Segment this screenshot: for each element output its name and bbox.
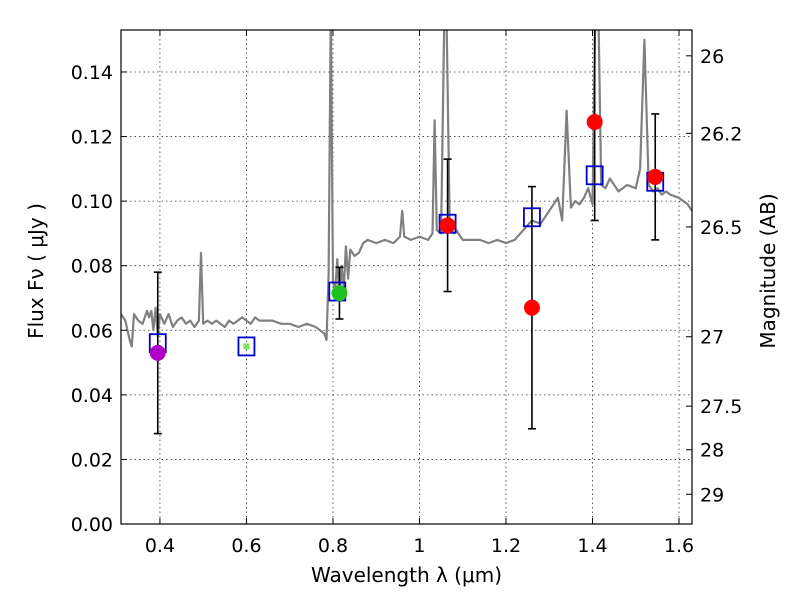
data-point <box>243 343 250 350</box>
data-point <box>439 217 456 234</box>
x-tick-label: 0.8 <box>318 535 348 557</box>
plot-frame <box>120 29 693 525</box>
y-right-tick-label: 29 <box>700 484 724 506</box>
y-tick-label: 0.14 <box>71 62 113 84</box>
model-square-marker <box>523 207 541 228</box>
spectrum-layer <box>121 30 692 348</box>
model-square-marker <box>237 336 256 357</box>
y-tick-label: 0.12 <box>71 127 113 149</box>
y-tick-label: 0.00 <box>71 514 113 536</box>
y-right-tick-label: 28 <box>700 440 724 462</box>
x-tick-label: 1.6 <box>664 535 694 557</box>
tick-layer: 0.4 0.6 0.8 1 1.2 1.4 1.6 0.00 0.02 0.04 0.06 0.08 0… <box>71 30 742 557</box>
y-right-tick-label: 26.5 <box>700 217 742 239</box>
y-right-tick-label: 26.2 <box>700 123 742 145</box>
x-tick-label: 0.6 <box>231 535 261 557</box>
y-tick-label: 0.10 <box>71 191 113 213</box>
grid-layer <box>121 30 692 525</box>
y-right-tick-label: 27.5 <box>700 396 742 418</box>
data-point <box>523 299 540 316</box>
y-tick-label: 0.04 <box>71 385 113 407</box>
y-tick-label: 0.08 <box>71 256 113 278</box>
data-point <box>331 285 348 302</box>
spectrum-line <box>121 30 692 348</box>
y-tick-label: 0.06 <box>71 320 113 342</box>
model-square-marker <box>585 165 604 186</box>
y-axis-right-title: Magnitude (AB) <box>756 193 780 348</box>
y-axis-title: Flux Fν ( μJy ) <box>24 203 48 339</box>
y-right-tick-label: 27 <box>700 327 724 349</box>
y-tick-label: 0.02 <box>71 449 113 471</box>
x-axis-title: Wavelength λ (μm) <box>311 563 502 587</box>
y-right-tick-label: 26 <box>700 46 724 68</box>
data-point <box>149 344 166 361</box>
x-tick-label: 1.4 <box>577 535 607 557</box>
data-point <box>586 114 603 131</box>
x-tick-label: 0.4 <box>145 535 175 557</box>
point-layer <box>149 114 664 361</box>
data-point <box>647 168 664 185</box>
x-tick-label: 1 <box>413 535 425 557</box>
errorbar-layer <box>153 30 660 435</box>
x-tick-label: 1.2 <box>491 535 521 557</box>
